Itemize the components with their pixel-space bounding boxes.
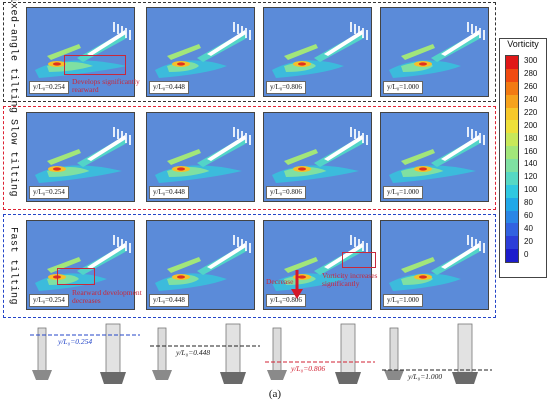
colorbar-segment xyxy=(506,159,518,172)
position-label: y/L₀=0.254 xyxy=(29,186,69,199)
legend-tick-label: 140 xyxy=(524,159,538,169)
colorbar-segment xyxy=(506,184,518,198)
figure-caption: (a) xyxy=(268,388,282,400)
sketch-position-label: y/L₀=0.448 xyxy=(176,348,211,357)
colorbar-segment xyxy=(506,249,518,262)
sketch-position-label: y/L₀=1.000 xyxy=(408,372,443,381)
legend-tick-label: 120 xyxy=(524,172,538,182)
vorticity-panel: y/L₀=0.448 xyxy=(146,7,255,97)
legend-tick-label: 80 xyxy=(524,198,533,208)
position-label: y/L₀=0.254 xyxy=(29,81,69,94)
position-label: y/L₀=1.000 xyxy=(383,81,423,94)
position-label: y/L₀=0.806 xyxy=(266,294,306,307)
colorbar-segment xyxy=(506,94,518,108)
hydrophone-sketch: y/L₀=1.000 xyxy=(382,322,502,391)
colorbar-segment xyxy=(506,81,518,95)
legend-title: Vorticity xyxy=(507,39,539,49)
hydrophone-sketch: y/L₀=0.806 xyxy=(265,322,385,391)
legend-tick-label: 160 xyxy=(524,146,538,156)
vorticity-panel: y/L₀=0.806 xyxy=(263,7,372,97)
vorticity-panel: y/L₀=0.254 xyxy=(26,112,135,202)
vorticity-panel: y/L₀=0.448 xyxy=(146,220,255,310)
sketch-position-label: y/L₀=0.806 xyxy=(291,364,326,373)
annotation-decrease: Decrease xyxy=(266,277,294,286)
legend-tick-label: 300 xyxy=(524,56,538,66)
position-label: y/L₀=0.448 xyxy=(149,81,189,94)
annotation-increases: Vorticity increases significantly xyxy=(322,271,378,288)
colorbar-segment xyxy=(506,223,518,237)
legend-tick-label: 40 xyxy=(524,223,533,233)
legend-tick-label: 20 xyxy=(524,236,533,246)
position-label: y/L₀=0.806 xyxy=(266,186,306,199)
legend-tick-label: 60 xyxy=(524,210,533,220)
highlight-box-increases xyxy=(342,252,376,268)
legend-tick-label: 280 xyxy=(524,69,538,79)
colorbar-segment xyxy=(506,133,518,147)
colorbar-segment xyxy=(506,236,518,250)
vorticity-legend: Vorticity 300 280 260 240 220 200 180 160 140 120… xyxy=(499,38,547,278)
legend-tick-label: 180 xyxy=(524,133,538,143)
vorticity-panel: y/L₀=0.806 xyxy=(263,112,372,202)
colorbar-segment xyxy=(506,197,518,211)
legend-tick-label: 260 xyxy=(524,82,538,92)
decrease-arrow-icon xyxy=(290,268,304,305)
vorticity-panel: y/L₀=1.000 xyxy=(380,112,489,202)
colorbar-segment xyxy=(506,210,518,224)
vorticity-panel: y/L₀=0.806 xyxy=(263,220,372,310)
position-label: y/L₀=1.000 xyxy=(383,294,423,307)
row-label-fixed: Fixed-angle tilting xyxy=(7,0,19,114)
legend-tick-label: 200 xyxy=(524,120,538,130)
sketch-position-label: y/L₀=0.254 xyxy=(58,337,93,346)
row-slow-box xyxy=(3,106,496,210)
legend-colorbar xyxy=(505,55,519,263)
vorticity-panel: y/L₀=0.254 xyxy=(26,7,135,97)
hydrophone-sketch: y/L₀=0.254 xyxy=(30,322,150,391)
legend-tick-label: 0 xyxy=(524,249,529,259)
vorticity-panel: y/L₀=1.000 xyxy=(380,220,489,310)
vorticity-panel: y/L₀=0.448 xyxy=(146,112,255,202)
colorbar-segment xyxy=(506,107,518,121)
legend-tick-label: 220 xyxy=(524,107,538,117)
vorticity-panel: y/L₀=0.254 xyxy=(26,220,135,310)
row-fast-box xyxy=(3,214,496,318)
hydrophone-sketch: y/L₀=0.448 xyxy=(150,322,270,391)
colorbar-segment xyxy=(506,68,518,82)
position-label: y/L₀=0.806 xyxy=(266,81,306,94)
position-label: y/L₀=1.000 xyxy=(383,186,423,199)
position-label: y/L₀=0.448 xyxy=(149,186,189,199)
row-label-fast: Fast tilting xyxy=(7,226,19,305)
row-fixed-box xyxy=(3,2,496,102)
highlight-box-develops xyxy=(64,55,126,75)
annotation-develops: Develops significantly rearward xyxy=(72,77,140,94)
colorbar-segment xyxy=(506,56,518,69)
legend-tick-label: 100 xyxy=(524,185,538,195)
colorbar-segment xyxy=(506,146,518,159)
position-label: y/L₀=0.448 xyxy=(149,294,189,307)
position-label: y/L₀=0.254 xyxy=(29,294,69,307)
highlight-box-rearward xyxy=(57,268,95,285)
legend-tick-label: 240 xyxy=(524,95,538,105)
colorbar-segment xyxy=(506,120,518,134)
annotation-rearward: Rearward development decreases xyxy=(72,288,142,305)
row-label-slow: Slow tilting xyxy=(7,118,19,197)
colorbar-segment xyxy=(506,171,518,185)
vorticity-panel: y/L₀=1.000 xyxy=(380,7,489,97)
